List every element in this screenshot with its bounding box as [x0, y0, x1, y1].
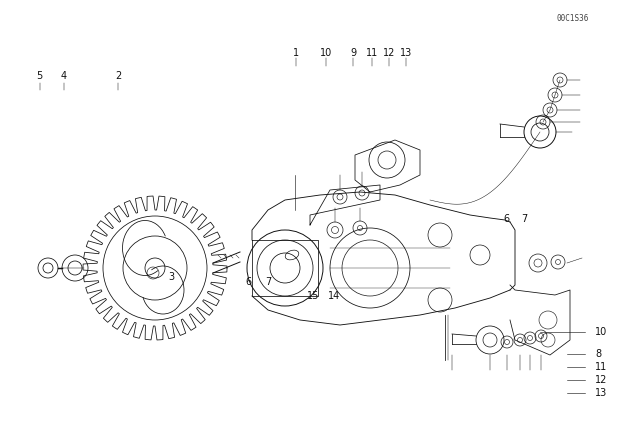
- Text: 11: 11: [366, 48, 379, 58]
- Text: 1: 1: [292, 48, 299, 58]
- Text: 12: 12: [383, 48, 396, 58]
- Text: 13: 13: [595, 388, 607, 398]
- Text: 14: 14: [328, 291, 340, 301]
- Text: 4: 4: [61, 71, 67, 81]
- Text: 2: 2: [115, 71, 122, 81]
- Text: 15: 15: [307, 291, 320, 301]
- Text: 7: 7: [266, 277, 272, 287]
- Text: 6: 6: [245, 277, 252, 287]
- Text: 3: 3: [168, 272, 175, 282]
- Text: 13: 13: [399, 48, 412, 58]
- Text: 10: 10: [320, 48, 333, 58]
- Text: 12: 12: [595, 375, 607, 385]
- Text: 10: 10: [595, 327, 607, 336]
- Text: 5: 5: [36, 71, 43, 81]
- Text: 00C1S36: 00C1S36: [557, 14, 589, 23]
- Text: 9: 9: [350, 48, 356, 58]
- Text: 8: 8: [595, 349, 602, 359]
- Text: 7: 7: [522, 214, 528, 224]
- Text: 6: 6: [504, 214, 510, 224]
- Text: 11: 11: [595, 362, 607, 372]
